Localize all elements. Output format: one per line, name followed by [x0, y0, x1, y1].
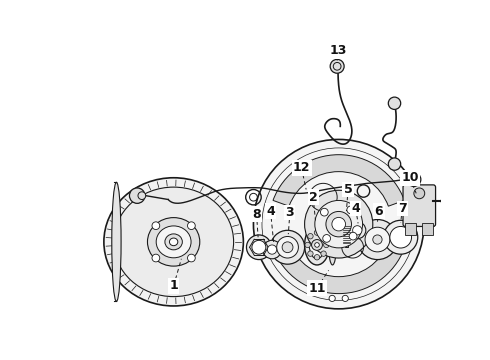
- Circle shape: [152, 222, 160, 230]
- Ellipse shape: [104, 178, 244, 306]
- Circle shape: [384, 220, 418, 254]
- Circle shape: [246, 235, 271, 260]
- Circle shape: [332, 217, 345, 231]
- Circle shape: [388, 97, 401, 109]
- Circle shape: [314, 255, 319, 260]
- Text: 8: 8: [252, 208, 261, 221]
- Ellipse shape: [114, 187, 234, 297]
- FancyBboxPatch shape: [403, 185, 436, 226]
- Circle shape: [342, 295, 348, 301]
- Text: 12: 12: [293, 161, 310, 175]
- Bar: [422, 222, 433, 235]
- Circle shape: [340, 206, 353, 219]
- Circle shape: [349, 232, 357, 240]
- Circle shape: [268, 245, 277, 254]
- Circle shape: [305, 242, 310, 248]
- Circle shape: [323, 235, 331, 242]
- Circle shape: [312, 239, 322, 250]
- Text: 2: 2: [309, 191, 318, 204]
- Circle shape: [390, 226, 412, 248]
- Circle shape: [407, 172, 421, 186]
- Ellipse shape: [165, 234, 182, 250]
- Circle shape: [320, 208, 328, 216]
- Bar: [345, 213, 348, 247]
- Ellipse shape: [147, 217, 200, 266]
- Circle shape: [323, 242, 329, 248]
- Circle shape: [326, 211, 351, 237]
- Circle shape: [373, 235, 382, 244]
- Circle shape: [277, 237, 298, 258]
- Text: 4: 4: [351, 202, 360, 215]
- Circle shape: [308, 234, 313, 239]
- Circle shape: [321, 234, 326, 239]
- Circle shape: [263, 240, 281, 259]
- Text: 1: 1: [169, 279, 178, 292]
- Circle shape: [308, 251, 313, 256]
- Text: 5: 5: [343, 183, 352, 196]
- Circle shape: [441, 198, 447, 204]
- Ellipse shape: [170, 238, 178, 246]
- Circle shape: [314, 230, 319, 235]
- Circle shape: [252, 240, 266, 254]
- Circle shape: [305, 190, 373, 258]
- Circle shape: [329, 295, 335, 301]
- Circle shape: [253, 139, 424, 309]
- Circle shape: [270, 230, 305, 264]
- Text: 7: 7: [398, 202, 407, 215]
- Circle shape: [138, 192, 146, 199]
- Ellipse shape: [156, 226, 191, 258]
- Wedge shape: [273, 242, 404, 294]
- Circle shape: [365, 227, 390, 252]
- Wedge shape: [273, 155, 404, 206]
- Circle shape: [282, 242, 293, 253]
- Ellipse shape: [309, 231, 325, 259]
- Text: 11: 11: [308, 282, 326, 294]
- Circle shape: [347, 206, 355, 214]
- Bar: [405, 222, 416, 235]
- Circle shape: [129, 188, 145, 203]
- Circle shape: [315, 243, 319, 247]
- Circle shape: [353, 226, 362, 235]
- Circle shape: [388, 158, 401, 170]
- Circle shape: [414, 188, 425, 199]
- Ellipse shape: [112, 182, 121, 301]
- Text: 10: 10: [401, 171, 419, 184]
- Text: 13: 13: [330, 44, 347, 57]
- Circle shape: [357, 220, 397, 260]
- Circle shape: [321, 251, 326, 256]
- Circle shape: [315, 201, 363, 248]
- Circle shape: [188, 222, 195, 230]
- Ellipse shape: [305, 225, 329, 265]
- Text: 3: 3: [286, 206, 294, 219]
- Circle shape: [188, 254, 195, 262]
- Ellipse shape: [329, 225, 336, 265]
- Circle shape: [152, 254, 160, 262]
- Circle shape: [330, 59, 344, 73]
- Circle shape: [349, 222, 366, 239]
- Text: 4: 4: [266, 204, 275, 217]
- Text: 6: 6: [375, 204, 383, 217]
